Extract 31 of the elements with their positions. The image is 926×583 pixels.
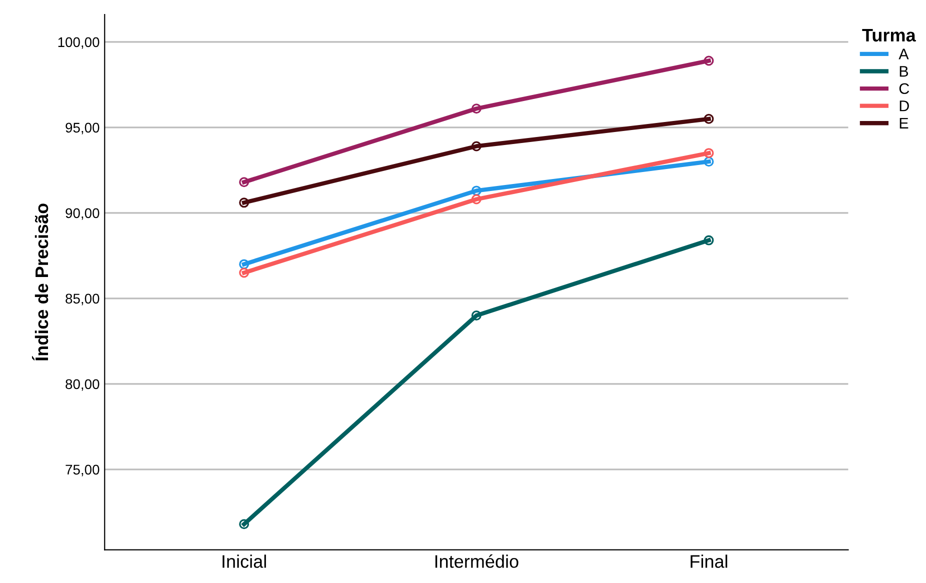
y-axis-title: Índice de Precisão	[32, 204, 48, 361]
point	[704, 156, 714, 167]
y-tick-label: 85,00	[66, 294, 100, 306]
x-tick-label: Final	[690, 554, 728, 568]
point	[239, 519, 250, 530]
legend-label: E	[900, 118, 908, 128]
point	[471, 141, 482, 152]
point	[239, 268, 250, 278]
legend-label: D	[900, 100, 909, 112]
y-tick-label: 75,00	[66, 464, 100, 476]
point	[704, 235, 714, 246]
legend-title: Turma	[862, 28, 916, 42]
point	[239, 177, 250, 188]
point	[471, 310, 482, 321]
point	[471, 194, 482, 204]
x-tick-label: Intermédio	[435, 554, 518, 568]
point	[239, 198, 250, 208]
point	[704, 148, 714, 158]
x-tick-label: Inicial	[222, 554, 266, 568]
point	[471, 186, 482, 196]
legend-label: B	[900, 66, 908, 77]
y-tick-label: 95,00	[66, 122, 100, 134]
point	[704, 114, 714, 124]
y-tick-label: 90,00	[66, 208, 100, 220]
point	[471, 104, 482, 114]
legend-label: C	[899, 83, 910, 94]
point	[704, 56, 714, 66]
y-tick-label: 80,00	[66, 379, 100, 391]
point	[239, 259, 250, 270]
y-tick-label: 100,00	[58, 37, 100, 49]
legend-label: A	[898, 48, 909, 60]
